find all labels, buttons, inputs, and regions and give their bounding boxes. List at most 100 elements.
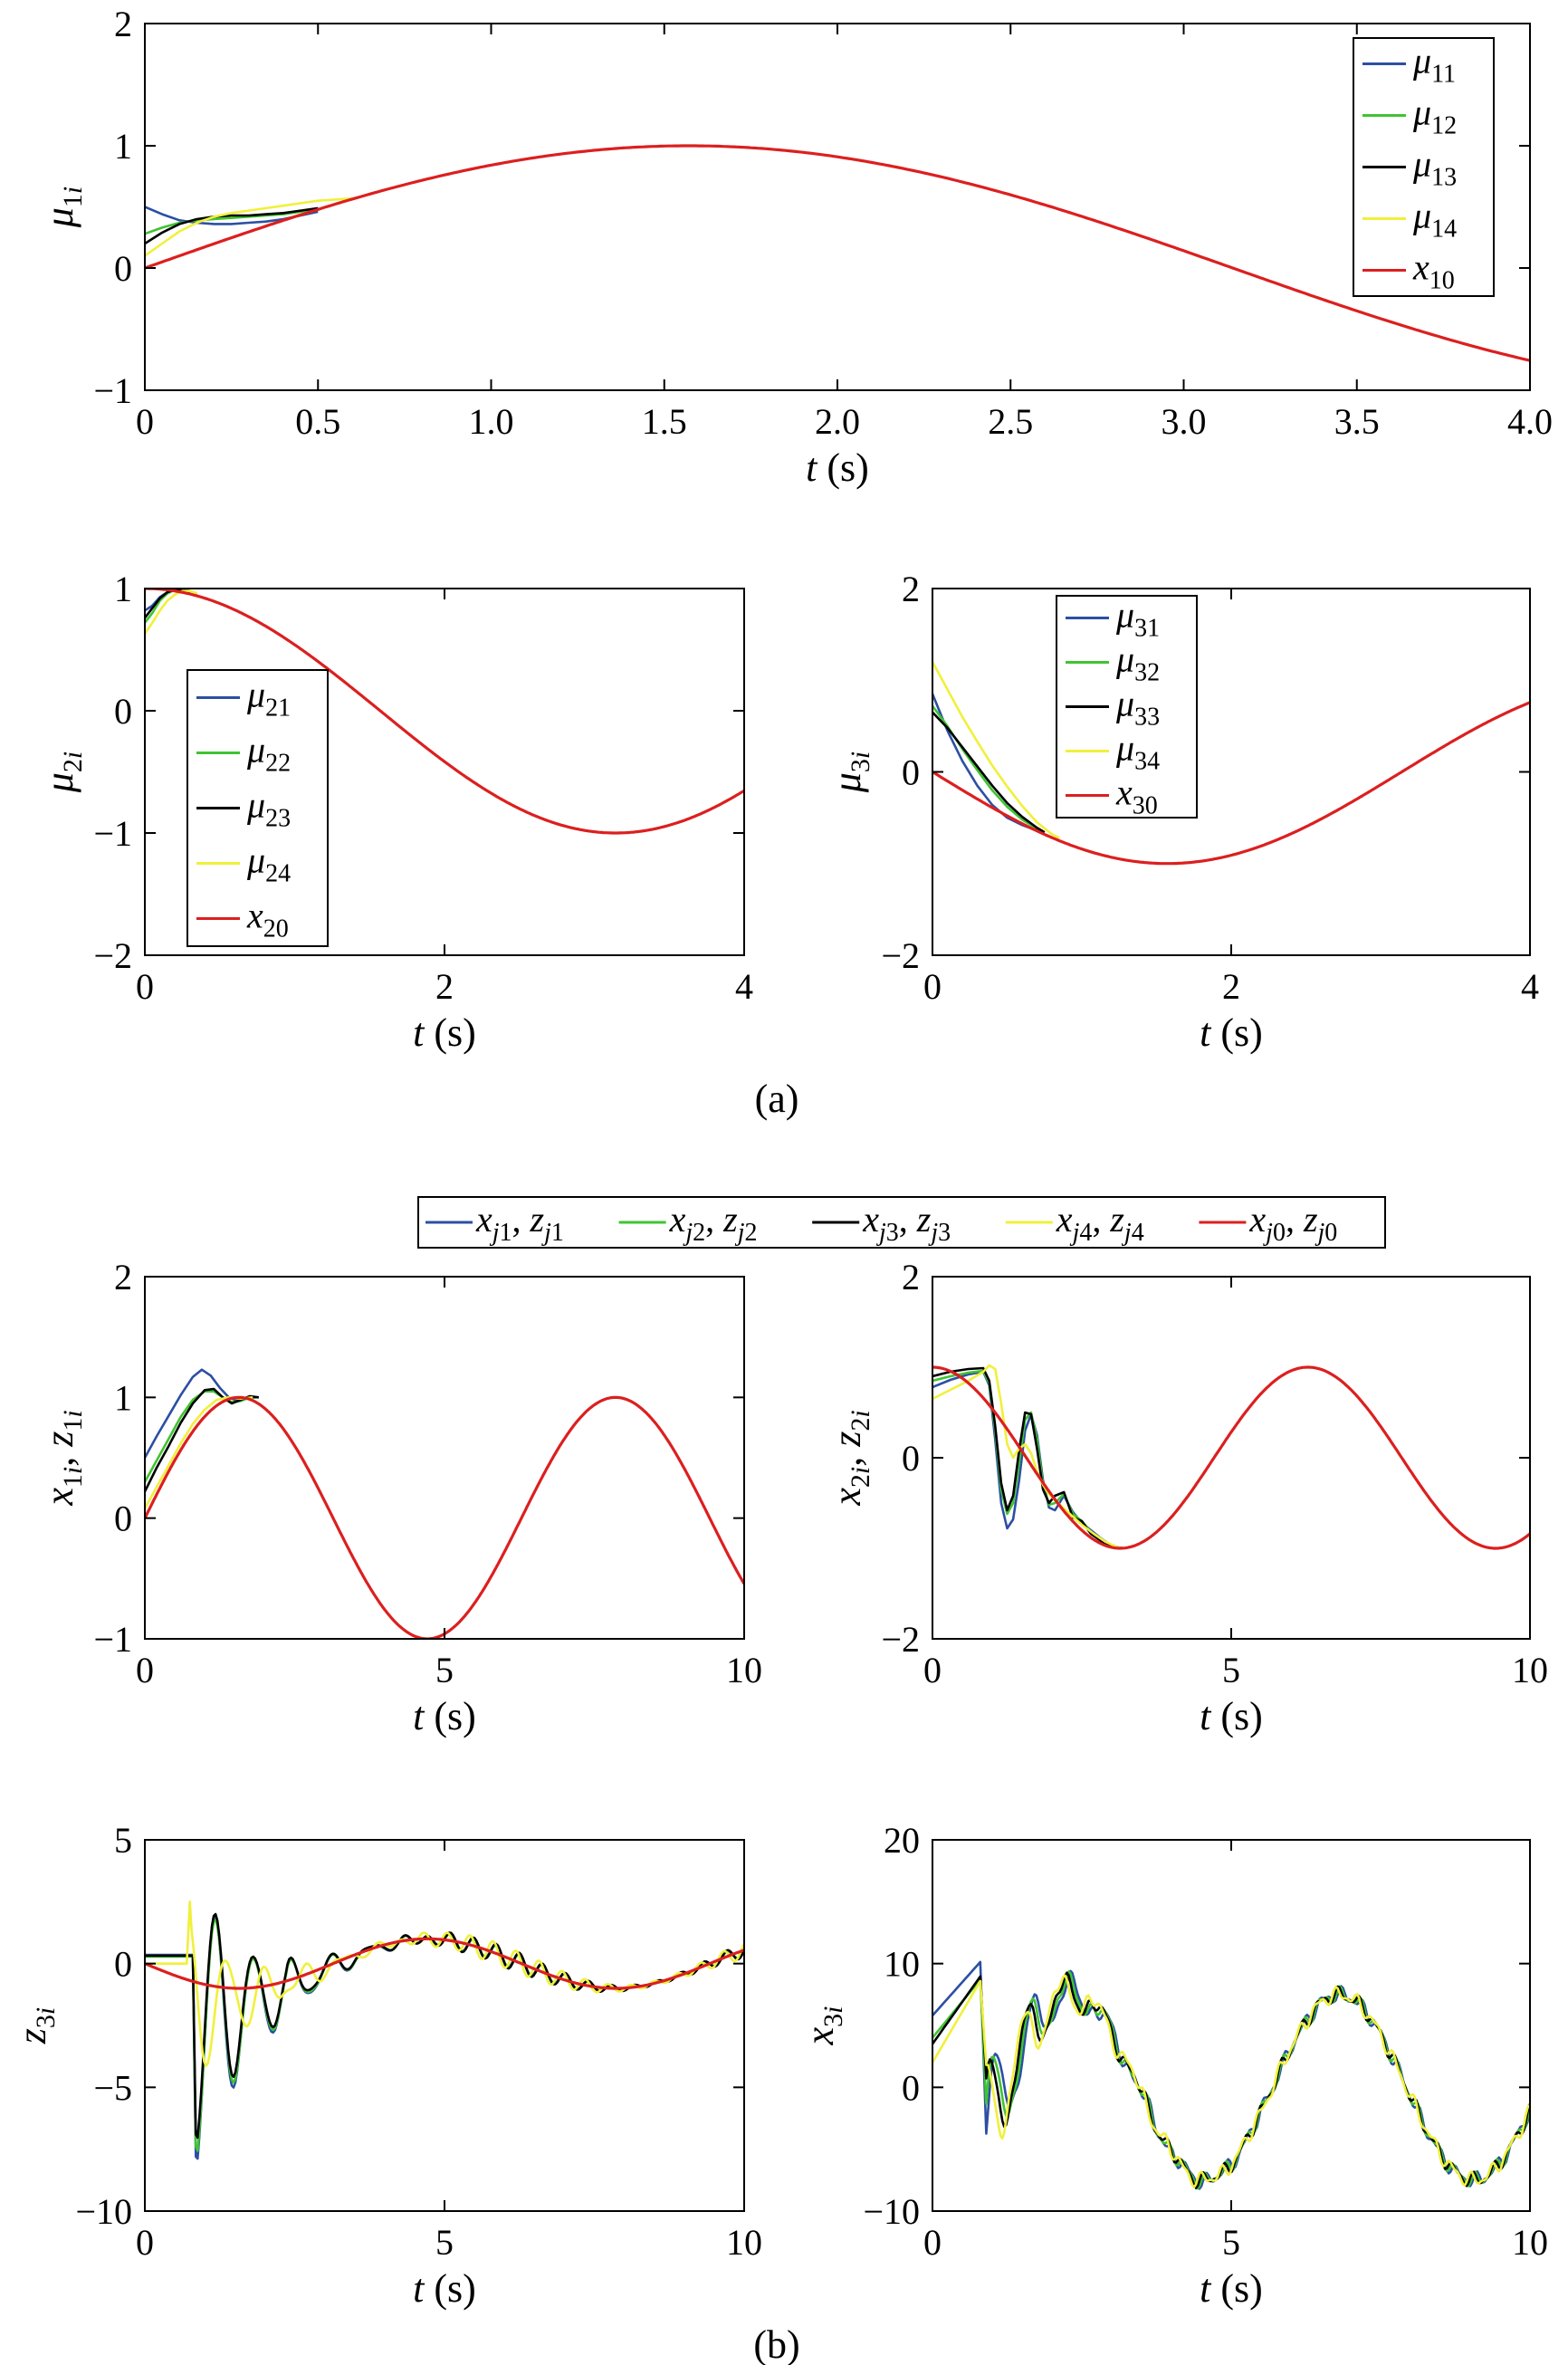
series-line-j3 (932, 1366, 1124, 1550)
x-tick-label: 0 (136, 401, 154, 442)
series-line-j1 (145, 1914, 744, 2160)
x-axis-label: t (s) (806, 445, 869, 490)
x-tick-label: 5 (435, 2222, 454, 2263)
x-tick-label: 4 (735, 966, 753, 1007)
x-tick-label: 2 (435, 966, 454, 1007)
y-tick-label: 0 (114, 248, 132, 289)
y-tick-label: 10 (884, 1944, 920, 1985)
y-tick-label: −1 (93, 370, 132, 411)
x-tick-label: 4.0 (1507, 401, 1553, 442)
y-axis-label: μ3i (825, 752, 875, 793)
y-axis-label: x3i (798, 2006, 848, 2046)
x-tick-label: 2.5 (988, 401, 1033, 442)
x-axis-label: t (s) (413, 1694, 476, 1738)
x-axis-label: t (s) (413, 1010, 476, 1055)
series-line-j3 (145, 1912, 744, 2140)
series-line-j4 (932, 1974, 1530, 2188)
legend: μ21 μ22 μ23 μ24 x20 (186, 669, 329, 947)
series-group (932, 1960, 1530, 2190)
x-tick-label: 1.5 (642, 401, 687, 442)
y-tick-label: 20 (884, 1820, 920, 1861)
y-axis-label: z3i (10, 2007, 61, 2044)
y-tick-label: −1 (93, 1619, 132, 1660)
series-line-j0 (932, 1365, 1530, 1550)
axes-box (144, 1839, 745, 2212)
series-line-μ31 (932, 693, 1037, 832)
caption-a: (a) (755, 1077, 799, 1121)
y-tick-label: 2 (902, 569, 920, 609)
series-line-μ34 (932, 661, 1060, 839)
series-group (145, 144, 1530, 362)
shared-legend-entry: xj1, zj1 (475, 1199, 564, 1247)
x-tick-label: 10 (1512, 2222, 1548, 2263)
x-tick-label: 3.5 (1334, 401, 1380, 442)
x-tick-label: 5 (1222, 1650, 1240, 1690)
x-tick-label: 0 (923, 2222, 942, 2263)
y-tick-label: 0 (114, 1498, 132, 1539)
y-tick-label: 5 (114, 1820, 132, 1861)
legend-entry: μ11 (1412, 41, 1456, 89)
legend-entry: μ23 (246, 785, 291, 833)
series-line-μ14 (145, 196, 353, 257)
series-group (932, 1364, 1530, 1550)
x-tick-label: 0 (923, 1650, 942, 1690)
series-line-μ24 (145, 589, 198, 635)
y-axis-label: x2i, z2i (825, 1410, 875, 1506)
series-line-j2 (145, 1390, 259, 1483)
x-tick-label: 10 (726, 2222, 762, 2263)
x-tick-label: 0 (136, 1650, 154, 1690)
y-tick-label: −5 (93, 2067, 132, 2108)
x-tick-label: 3.0 (1162, 401, 1207, 442)
y-axis-label: μ1i (37, 187, 88, 228)
x-tick-label: 0.5 (295, 401, 340, 442)
legend-entry: μ24 (246, 840, 291, 888)
y-tick-label: 0 (902, 1438, 920, 1479)
y-tick-label: 1 (114, 1377, 132, 1418)
x-axis-label: t (s) (1200, 1010, 1263, 1055)
legend-entry: μ14 (1412, 196, 1457, 244)
axes-box (144, 23, 1531, 391)
y-axis-label: x1i, z1i (37, 1410, 88, 1506)
y-tick-label: 2 (902, 1257, 920, 1297)
legend-entry: μ34 (1115, 728, 1160, 776)
shared-legend-entry: xj0, zj0 (1248, 1199, 1337, 1247)
y-tick-label: 0 (902, 2067, 920, 2108)
y-tick-label: 2 (114, 4, 132, 44)
y-tick-label: −2 (93, 935, 132, 976)
legend-entry: x10 (1412, 247, 1455, 295)
x-axis-label: t (s) (413, 2266, 476, 2311)
y-tick-label: 1 (114, 126, 132, 167)
series-line-j4 (932, 1364, 1124, 1550)
legend-entry: μ12 (1412, 92, 1457, 140)
x-tick-label: 2.0 (815, 401, 860, 442)
y-tick-label: 1 (114, 569, 132, 609)
y-tick-label: −10 (863, 2191, 920, 2232)
caption-b: (b) (753, 2322, 799, 2365)
x-tick-label: 5 (435, 1650, 454, 1690)
y-tick-label: 2 (114, 1257, 132, 1297)
shared-legend: xj1, zj1 xj2, zj2 xj3, zj3 xj4, zj4 xj0, zj0 (417, 1196, 1386, 1249)
y-tick-label: −2 (881, 1619, 920, 1660)
y-tick-label: −2 (881, 935, 920, 976)
shared-legend-entry: xj4, zj4 (1056, 1199, 1144, 1247)
legend-entry: μ13 (1412, 144, 1457, 192)
legend-entry: μ22 (246, 730, 291, 778)
shared-legend-entry: xj3, zj3 (862, 1199, 951, 1247)
x-axis-label: t (s) (1200, 1694, 1263, 1738)
legend-entry: μ32 (1115, 639, 1160, 687)
legend-entry: x20 (246, 895, 289, 943)
legend-entry: μ21 (246, 675, 291, 723)
series-group (145, 1901, 744, 2160)
x-tick-label: 2 (1222, 966, 1240, 1007)
x-tick-label: 0 (136, 2222, 154, 2263)
